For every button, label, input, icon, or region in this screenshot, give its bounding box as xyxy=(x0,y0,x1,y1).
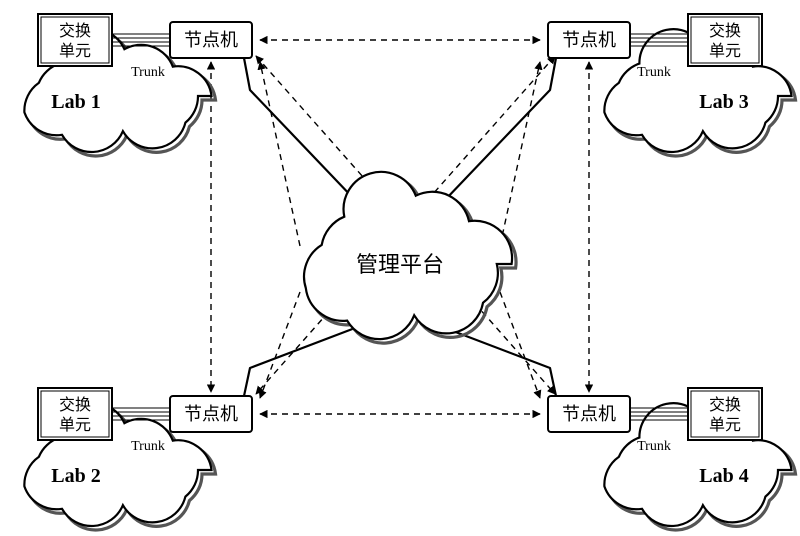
switch-unit-label-2: 单元 xyxy=(59,42,91,60)
lab-label: Lab 3 xyxy=(699,91,748,113)
node-label: 节点机 xyxy=(184,30,238,50)
lab-label: Lab 1 xyxy=(51,91,100,113)
node-label: 节点机 xyxy=(562,404,616,424)
switch-unit-label-2: 单元 xyxy=(709,416,741,434)
center-cloud-label: 管理平台 xyxy=(356,252,444,277)
solid-link xyxy=(244,58,355,200)
dashed-link xyxy=(500,62,540,246)
lab-label: Lab 4 xyxy=(699,465,748,487)
dashed-link xyxy=(260,292,300,398)
switch-unit-label-1: 交换 xyxy=(59,396,91,414)
switch-unit-label-1: 交换 xyxy=(709,396,741,414)
network-diagram: Lab 1交换单元节点机TrunkLab 3交换单元节点机TrunkLab 2交… xyxy=(0,0,800,536)
node-label: 节点机 xyxy=(184,404,238,424)
solid-link xyxy=(244,328,355,396)
lab-label: Lab 2 xyxy=(51,465,100,487)
switch-unit-label-1: 交换 xyxy=(59,22,91,40)
switch-unit-label-2: 单元 xyxy=(709,42,741,60)
trunk-label: Trunk xyxy=(637,65,671,80)
trunk-label: Trunk xyxy=(131,439,165,454)
trunk-label: Trunk xyxy=(637,439,671,454)
dashed-link xyxy=(260,62,300,246)
solid-link xyxy=(445,328,556,396)
solid-link xyxy=(445,58,556,200)
dashed-link xyxy=(500,292,540,398)
switch-unit-label-2: 单元 xyxy=(59,416,91,434)
trunk-label: Trunk xyxy=(131,65,165,80)
node-label: 节点机 xyxy=(562,30,616,50)
switch-unit-label-1: 交换 xyxy=(709,22,741,40)
